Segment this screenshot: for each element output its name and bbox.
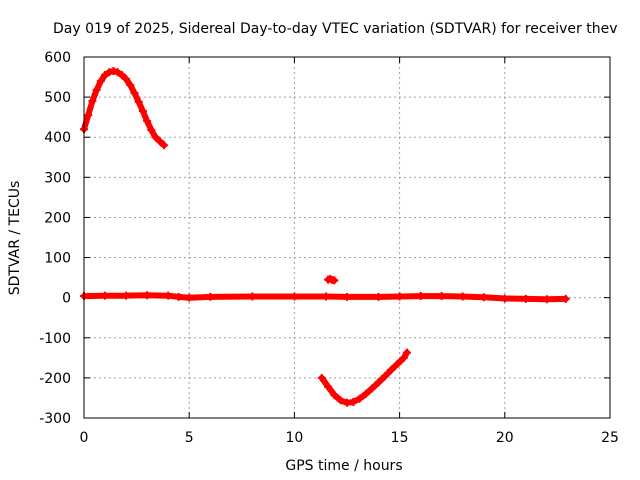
data-point xyxy=(458,292,467,301)
data-point xyxy=(380,372,389,381)
series-baseline xyxy=(80,291,570,304)
data-point xyxy=(416,292,425,301)
x-tick-label: 5 xyxy=(185,430,194,446)
series-arc-2 xyxy=(317,348,411,407)
data-point xyxy=(290,292,299,301)
data-point xyxy=(500,294,509,303)
data-point xyxy=(330,391,339,400)
data-point xyxy=(101,291,110,300)
y-tick-label: 0 xyxy=(62,291,71,307)
y-tick-label: -300 xyxy=(39,411,71,427)
data-point xyxy=(109,67,118,76)
data-point xyxy=(122,291,131,300)
y-tick-label: 600 xyxy=(44,50,71,66)
data-point xyxy=(143,291,152,300)
grid xyxy=(84,57,610,418)
data-point xyxy=(101,71,110,80)
x-tick-label: 10 xyxy=(285,430,303,446)
data-point xyxy=(355,394,364,403)
data-point xyxy=(113,68,122,77)
data-point xyxy=(84,111,93,120)
y-tick-label: 200 xyxy=(44,210,71,226)
y-tick-label: -100 xyxy=(39,331,71,347)
data-point xyxy=(248,292,257,301)
chart-title: Day 019 of 2025, Sidereal Day-to-day VTE… xyxy=(53,21,617,37)
data-point xyxy=(138,107,147,116)
data-point xyxy=(368,384,377,393)
data-point xyxy=(151,133,160,142)
data-point xyxy=(134,97,143,106)
series-cluster xyxy=(324,274,339,285)
data-point xyxy=(324,382,333,391)
data-point xyxy=(164,291,173,300)
data-point xyxy=(402,348,411,357)
data-point xyxy=(374,378,383,387)
y-tick-label: 100 xyxy=(44,251,71,267)
data-point xyxy=(542,295,551,304)
y-tick-label: -200 xyxy=(39,371,71,387)
data-point xyxy=(321,292,330,301)
data-point xyxy=(159,141,168,150)
series-line xyxy=(81,68,167,149)
data-point xyxy=(143,117,152,126)
data-point xyxy=(117,71,126,80)
data-point xyxy=(361,389,370,398)
data-point xyxy=(206,292,215,301)
data-point xyxy=(174,292,183,301)
x-tick-label: 25 xyxy=(601,430,619,446)
data-point xyxy=(317,373,326,382)
data-point xyxy=(561,294,570,303)
data-point xyxy=(88,97,97,106)
data-point xyxy=(96,77,105,86)
data-point xyxy=(92,85,101,94)
y-tick-label: 500 xyxy=(44,90,71,106)
data-point xyxy=(387,365,396,374)
x-tick-label: 20 xyxy=(496,430,514,446)
series-line xyxy=(81,292,569,303)
data-point xyxy=(479,293,488,302)
data-point xyxy=(437,292,446,301)
data-point xyxy=(521,294,530,303)
data-point xyxy=(343,292,351,301)
data-point xyxy=(393,359,402,368)
y-axis-label: SDTVAR / TECUs xyxy=(7,181,23,296)
axis-ticks xyxy=(83,56,611,419)
data-point xyxy=(126,81,135,90)
data-point xyxy=(336,396,345,405)
y-tick-label: 400 xyxy=(44,130,71,146)
x-tick-label: 15 xyxy=(391,430,409,446)
x-axis-label: GPS time / hours xyxy=(285,458,402,474)
data-series xyxy=(80,67,570,407)
data-point xyxy=(155,137,164,146)
x-tick-label: 0 xyxy=(80,430,89,446)
data-point xyxy=(122,75,131,84)
y-tick-label: 300 xyxy=(44,170,71,186)
data-point xyxy=(147,126,156,135)
data-point xyxy=(374,292,383,301)
series-arc-1 xyxy=(80,67,168,150)
data-point xyxy=(330,276,339,285)
data-point xyxy=(395,292,404,301)
data-point xyxy=(349,397,358,406)
tick-labels: 0 5 10 15 20 25 -300 -200 -100 0 100 200 300 400 500 60… xyxy=(39,50,619,446)
data-point xyxy=(185,293,194,302)
data-point xyxy=(399,353,408,362)
plot-frame xyxy=(83,56,611,419)
data-point xyxy=(130,89,139,98)
data-point xyxy=(105,68,114,77)
